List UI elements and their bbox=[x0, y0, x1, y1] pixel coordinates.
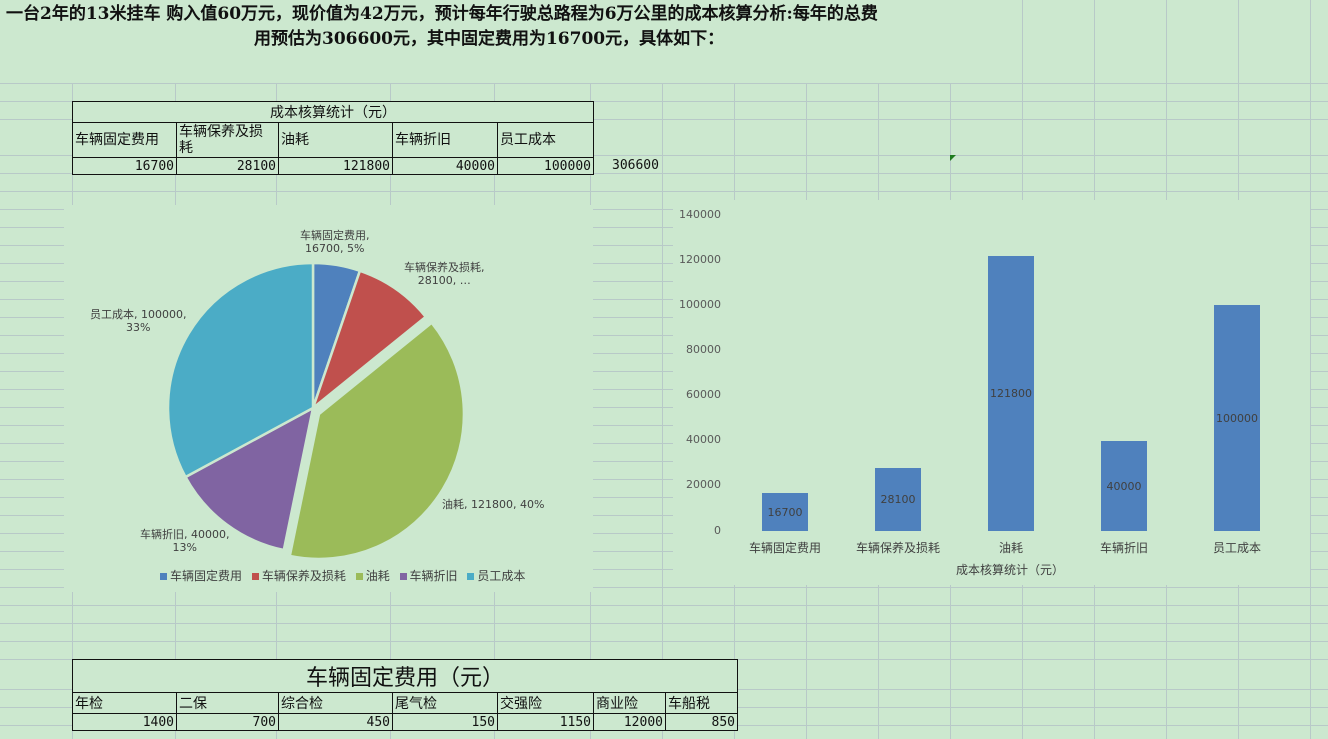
cell-comment-marker-icon bbox=[950, 155, 956, 161]
bar-depreciation[interactable] bbox=[1101, 441, 1147, 531]
legend-item: 油耗 bbox=[365, 569, 390, 583]
fixed-cost-table: 车辆固定费用（元） 年检 二保 综合检 尾气检 交强险 商业险 车船税 1400… bbox=[72, 659, 738, 731]
pie-legend: 车辆固定费用 车辆保养及损耗 油耗 车辆折旧 员工成本 bbox=[154, 567, 525, 584]
bar-maintenance[interactable] bbox=[875, 468, 921, 531]
legend-item: 车辆保养及损耗 bbox=[261, 569, 346, 583]
title-cell[interactable]: 一台2年的13米挂车 购入值60万元，现价值为42万元，预计每年行驶总路程为6万… bbox=[0, 0, 1022, 83]
pie-label-maintenance: 车辆保养及损耗, 28100, … bbox=[404, 261, 485, 287]
legend-swatch-icon bbox=[467, 573, 475, 580]
bar-chart[interactable]: 140000 120000 100000 80000 60000 40000 2… bbox=[673, 200, 1310, 585]
pie-label-fuel: 油耗, 121800, 40% bbox=[442, 498, 545, 511]
cost-value-cell[interactable]: 100000 bbox=[497, 157, 594, 175]
legend-swatch-icon bbox=[355, 573, 363, 580]
cost-header-cell[interactable]: 车辆保养及损耗 bbox=[176, 122, 279, 158]
bar-fixed[interactable] bbox=[762, 493, 808, 531]
bar-staff[interactable] bbox=[1214, 305, 1260, 531]
bar-value-label: 100000 bbox=[1216, 412, 1258, 425]
pie-label-staff: 员工成本, 100000, 33% bbox=[90, 308, 187, 334]
cost-value-cell[interactable]: 28100 bbox=[176, 157, 279, 175]
bar-value-label: 28100 bbox=[880, 493, 916, 506]
legend-item: 车辆折旧 bbox=[409, 569, 458, 583]
bar-value-label: 121800 bbox=[990, 387, 1032, 400]
y-tick: 20000 bbox=[686, 478, 721, 491]
pie-chart[interactable]: 车辆固定费用, 16700, 5% 车辆保养及损耗, 28100, … 油耗, 12… bbox=[64, 205, 593, 592]
cost-value-cell[interactable]: 16700 bbox=[72, 157, 177, 175]
fixed-header-cell[interactable]: 年检 bbox=[72, 692, 177, 714]
cost-header-cell[interactable]: 车辆折旧 bbox=[392, 122, 498, 158]
pie-label-fixed: 车辆固定费用, 16700, 5% bbox=[300, 229, 370, 255]
x-category-label: 车辆折旧 bbox=[1099, 541, 1148, 555]
cost-header-cell[interactable]: 员工成本 bbox=[497, 122, 594, 158]
x-axis-title: 成本核算统计（元） bbox=[956, 563, 1065, 577]
y-tick: 40000 bbox=[686, 433, 721, 446]
pie-slice-fuel bbox=[288, 321, 466, 561]
y-tick: 120000 bbox=[679, 253, 721, 266]
x-category-label: 车辆固定费用 bbox=[748, 541, 821, 555]
cost-value-cell[interactable]: 40000 bbox=[392, 157, 498, 175]
fixed-header-cell[interactable]: 车船税 bbox=[665, 692, 738, 714]
x-category-label: 油耗 bbox=[998, 541, 1023, 555]
fixed-header-cell[interactable]: 商业险 bbox=[593, 692, 666, 714]
y-tick: 80000 bbox=[686, 343, 721, 356]
legend-item: 车辆固定费用 bbox=[170, 569, 243, 583]
bar-fuel[interactable] bbox=[988, 256, 1034, 531]
title-line-2: 用预估为306600元，其中固定费用为16700元，具体如下： bbox=[254, 29, 725, 49]
fixed-value-cell[interactable]: 150 bbox=[392, 713, 498, 731]
title-line-1: 一台2年的13米挂车 购入值60万元，现价值为42万元，预计每年行驶总路程为6万… bbox=[6, 4, 878, 24]
fixed-header-cell[interactable]: 二保 bbox=[176, 692, 279, 714]
pie-slice-maintenance bbox=[310, 269, 428, 412]
total-cost-cell[interactable]: 306600 bbox=[612, 158, 659, 173]
fixed-header-cell[interactable]: 尾气检 bbox=[392, 692, 498, 714]
fixed-value-cell[interactable]: 1150 bbox=[497, 713, 594, 731]
legend-swatch-icon bbox=[399, 573, 407, 580]
y-tick: 0 bbox=[714, 524, 721, 537]
cost-value-cell[interactable]: 121800 bbox=[278, 157, 393, 175]
fixed-table-caption[interactable]: 车辆固定费用（元） bbox=[72, 659, 738, 693]
fixed-value-cell[interactable]: 1400 bbox=[72, 713, 177, 731]
pie-slice-staff bbox=[166, 261, 315, 479]
legend-swatch-icon bbox=[251, 573, 259, 580]
bar-value-label: 40000 bbox=[1106, 480, 1142, 493]
x-category-label: 员工成本 bbox=[1212, 541, 1261, 555]
fixed-value-cell[interactable]: 450 bbox=[278, 713, 393, 731]
x-category-label: 车辆保养及损耗 bbox=[855, 541, 940, 555]
pie-plot bbox=[166, 261, 466, 561]
legend-item: 员工成本 bbox=[477, 569, 526, 583]
y-tick: 60000 bbox=[686, 388, 721, 401]
cost-header-cell[interactable]: 车辆固定费用 bbox=[72, 122, 177, 158]
pie-slice-depreciation bbox=[183, 405, 315, 552]
fixed-value-cell[interactable]: 700 bbox=[176, 713, 279, 731]
fixed-value-cell[interactable]: 12000 bbox=[593, 713, 666, 731]
cost-header-cell[interactable]: 油耗 bbox=[278, 122, 393, 158]
bar-value-label: 16700 bbox=[767, 506, 803, 519]
y-tick: 100000 bbox=[679, 298, 721, 311]
cost-summary-table: 成本核算统计（元） 车辆固定费用 车辆保养及损耗 油耗 车辆折旧 员工成本 16… bbox=[72, 101, 594, 175]
y-tick: 140000 bbox=[679, 208, 721, 221]
pie-label-depreciation: 车辆折旧, 40000, 13% bbox=[140, 528, 230, 554]
fixed-value-cell[interactable]: 850 bbox=[665, 713, 738, 731]
cost-table-caption[interactable]: 成本核算统计（元） bbox=[72, 101, 594, 123]
fixed-header-cell[interactable]: 综合检 bbox=[278, 692, 393, 714]
legend-swatch-icon bbox=[160, 573, 167, 580]
fixed-header-cell[interactable]: 交强险 bbox=[497, 692, 594, 714]
